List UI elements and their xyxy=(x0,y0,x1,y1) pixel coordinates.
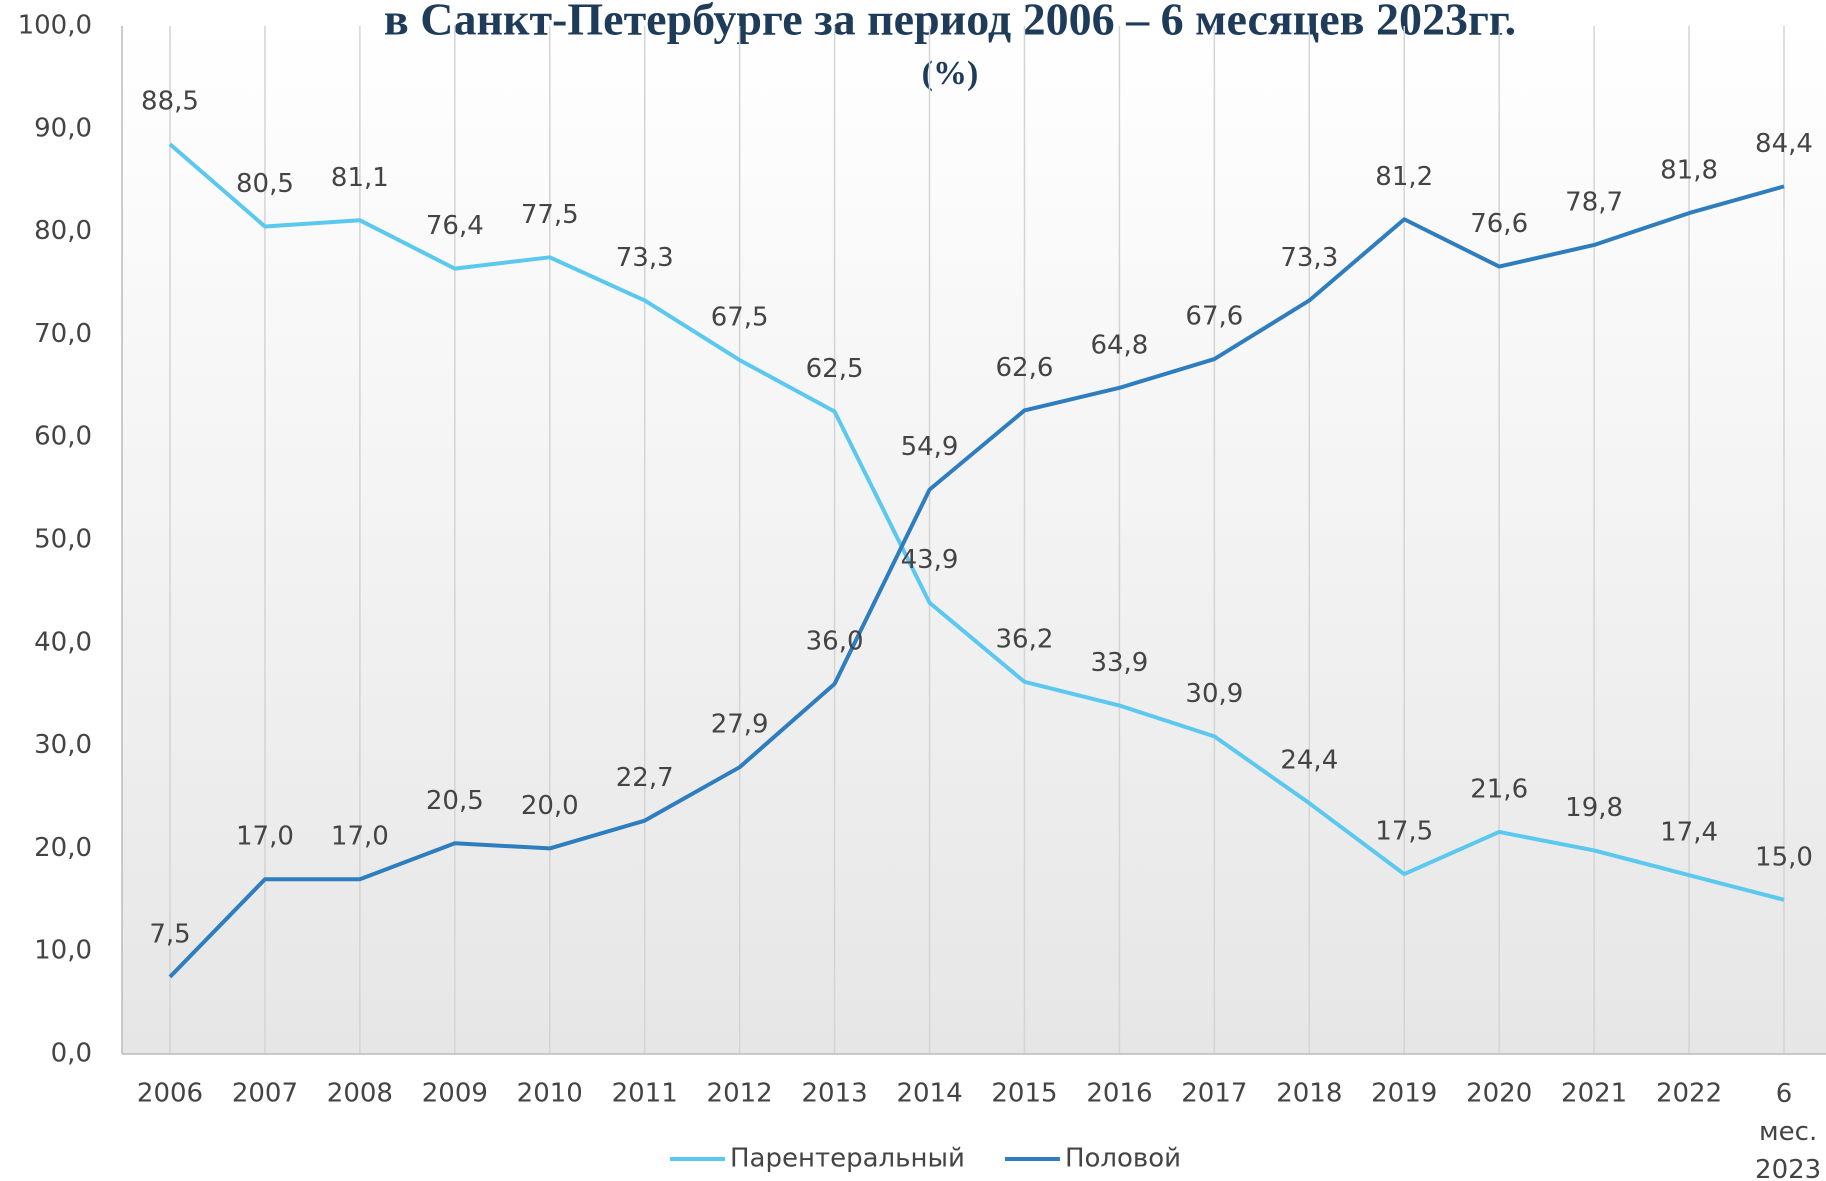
x-tick-label: 2014 xyxy=(896,1079,962,1109)
data-label: 76,6 xyxy=(1470,209,1528,239)
data-label: 33,9 xyxy=(1090,648,1148,678)
x-tick-label: 2020 xyxy=(1466,1079,1532,1109)
data-label: 81,1 xyxy=(331,163,389,193)
legend-label: Парентеральный xyxy=(730,1144,965,1174)
x-tick-label: 2011 xyxy=(612,1079,678,1109)
y-tick-label: 100,0 xyxy=(18,11,92,41)
data-label: 20,0 xyxy=(521,791,579,821)
x-tick-label: 2008 xyxy=(327,1079,393,1109)
x-tick-label: 2016 xyxy=(1086,1079,1152,1109)
x-tick-label: 2022 xyxy=(1656,1079,1722,1109)
line-series xyxy=(168,184,1785,979)
x-tick-label: 2017 xyxy=(1181,1079,1247,1109)
data-label: 80,5 xyxy=(236,169,294,199)
data-label: 17,4 xyxy=(1660,818,1718,848)
x-tick-label: 2010 xyxy=(517,1079,583,1109)
data-label: 73,3 xyxy=(1280,243,1338,273)
data-label: 67,6 xyxy=(1185,302,1243,332)
x-tick-label: 2007 xyxy=(232,1079,298,1109)
y-tick-label: 90,0 xyxy=(34,113,92,143)
y-tick-label: 70,0 xyxy=(34,319,92,349)
data-label: 81,2 xyxy=(1375,162,1433,192)
plot-area xyxy=(122,26,1826,1054)
data-label: 64,8 xyxy=(1090,330,1148,360)
line-series xyxy=(168,142,1785,902)
legend-label: Половой xyxy=(1065,1144,1181,1174)
data-label: 81,8 xyxy=(1660,156,1718,186)
chart-subtitle: (%) xyxy=(922,55,979,92)
data-label: 73,3 xyxy=(616,243,674,273)
x-tick-label: 2018 xyxy=(1276,1079,1342,1109)
data-label: 17,0 xyxy=(236,822,294,852)
x-tick-label: 2012 xyxy=(707,1079,773,1109)
data-label: 76,4 xyxy=(426,211,484,241)
y-tick-label: 0,0 xyxy=(51,1039,92,1069)
data-label: 77,5 xyxy=(521,200,579,230)
data-label: 84,4 xyxy=(1755,129,1813,159)
y-tick-label: 40,0 xyxy=(34,627,92,657)
data-label: 36,2 xyxy=(996,624,1054,654)
data-label: 24,4 xyxy=(1280,746,1338,776)
x-tick-label: 2015 xyxy=(991,1079,1057,1109)
data-label: 15,0 xyxy=(1755,842,1813,872)
data-label: 62,6 xyxy=(996,353,1054,383)
y-tick-label: 30,0 xyxy=(34,730,92,760)
data-label: 21,6 xyxy=(1470,774,1528,804)
x-tick-label: 2013 xyxy=(802,1079,868,1109)
data-label: 78,7 xyxy=(1565,187,1623,217)
data-label: 27,9 xyxy=(711,710,769,740)
data-label: 67,5 xyxy=(711,303,769,333)
x-tick-label: 2006 xyxy=(137,1079,203,1109)
data-label: 22,7 xyxy=(616,763,674,793)
x-tick-label: 2019 xyxy=(1371,1079,1437,1109)
y-tick-label: 20,0 xyxy=(34,833,92,863)
data-label: 19,8 xyxy=(1565,793,1623,823)
data-label: 36,0 xyxy=(806,626,864,656)
data-label: 7,5 xyxy=(149,919,190,949)
data-label: 88,5 xyxy=(141,87,199,117)
y-tick-label: 10,0 xyxy=(34,936,92,966)
y-tick-label: 80,0 xyxy=(34,216,92,246)
x-tick-label: 6 мес. 2023 xyxy=(1747,1079,1821,1181)
y-tick-label: 60,0 xyxy=(34,422,92,452)
data-label: 54,9 xyxy=(901,432,959,462)
data-label: 62,5 xyxy=(806,354,864,384)
data-label: 20,5 xyxy=(426,786,484,816)
data-label: 17,0 xyxy=(331,822,389,852)
data-label: 17,5 xyxy=(1375,817,1433,847)
data-label: 43,9 xyxy=(901,545,959,575)
data-label: 30,9 xyxy=(1185,679,1243,709)
y-tick-label: 50,0 xyxy=(34,525,92,555)
x-tick-label: 2021 xyxy=(1561,1079,1627,1109)
chart-title: в Санкт-Петербурге за период 2006 – 6 ме… xyxy=(384,0,1516,45)
x-tick-label: 2009 xyxy=(422,1079,488,1109)
